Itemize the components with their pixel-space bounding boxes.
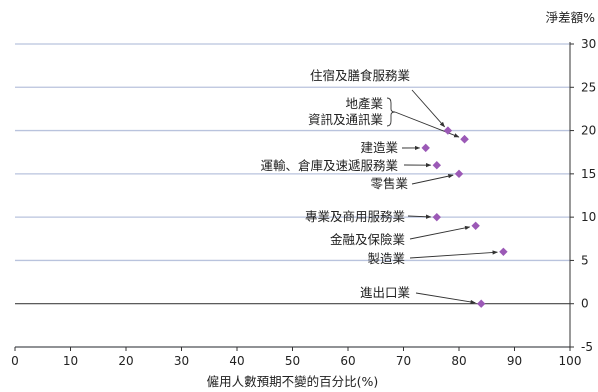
y-tick-label-5: 20 bbox=[581, 124, 596, 138]
axes: -5 0 5 10 15 20 25 30 0 10 20 30 40 50 60 70 80 90 100 僱用人數… bbox=[11, 10, 596, 389]
y-tick-label-0: -5 bbox=[581, 340, 593, 354]
annotation-label-7: 金融及保險業 bbox=[330, 232, 406, 247]
annotation-label-9: 進出口業 bbox=[360, 285, 411, 300]
point-9 bbox=[477, 299, 486, 308]
x-tick-label-1: 10 bbox=[63, 354, 78, 368]
grid-lines bbox=[15, 43, 570, 348]
leader-6 bbox=[407, 214, 432, 219]
y-tick-label-2: 5 bbox=[581, 253, 589, 267]
y-axis-title: 淨差額% bbox=[546, 10, 596, 25]
point-6 bbox=[432, 212, 441, 222]
annotation-label-6: 專業及商用服務業 bbox=[305, 209, 406, 224]
annotation-label-1: 地產業 bbox=[345, 96, 383, 111]
annotation-leaders bbox=[386, 89, 498, 305]
point-3 bbox=[421, 143, 430, 153]
x-tick-label-0: 0 bbox=[11, 354, 19, 368]
x-tick-label-4: 40 bbox=[229, 354, 244, 368]
data-points bbox=[421, 126, 508, 308]
leader-0 bbox=[411, 89, 445, 128]
point-7 bbox=[471, 221, 480, 230]
x-tick-label-3: 30 bbox=[174, 354, 189, 368]
point-5 bbox=[454, 169, 464, 179]
annotation-labels: 住宿及膳食服務業地產業資訊及通訊業建造業運輸、倉庫及速遞服務業零售業專業及商用服… bbox=[260, 68, 410, 300]
leader-9 bbox=[415, 292, 476, 305]
x-tick-label-7: 70 bbox=[396, 354, 411, 368]
leader-7 bbox=[409, 225, 471, 240]
annotation-label-5: 零售業 bbox=[370, 176, 408, 191]
point-0 bbox=[443, 126, 453, 135]
x-tick-label-9: 90 bbox=[507, 354, 522, 368]
leader-5 bbox=[411, 174, 454, 185]
annotation-label-0: 住宿及膳食服務業 bbox=[310, 68, 411, 83]
x-tick-label-10: 100 bbox=[559, 354, 582, 368]
x-tick-label-8: 80 bbox=[451, 354, 466, 368]
annotation-label-3: 建造業 bbox=[360, 140, 398, 155]
leader-8 bbox=[409, 250, 498, 259]
y-tick-label-7: 30 bbox=[581, 37, 596, 51]
point-2 bbox=[460, 135, 469, 144]
annotation-label-2: 資訊及通訊業 bbox=[308, 112, 384, 127]
brace-shared bbox=[386, 97, 396, 127]
y-tick-label-1: 0 bbox=[581, 297, 589, 311]
point-4 bbox=[432, 161, 441, 170]
y-tick-label-6: 25 bbox=[581, 80, 596, 94]
point-8 bbox=[499, 247, 508, 256]
y-tick-label-4: 15 bbox=[581, 167, 596, 181]
annotation-label-4: 運輸、倉庫及速遞服務業 bbox=[260, 158, 398, 173]
x-tick-label-6: 60 bbox=[340, 354, 355, 368]
x-tick-label-2: 20 bbox=[118, 354, 133, 368]
annotation-label-8: 製造業 bbox=[367, 251, 405, 266]
y-tick-label-3: 10 bbox=[581, 210, 596, 224]
x-axis-title: 僱用人數預期不變的百分比(%) bbox=[207, 374, 379, 389]
x-tick-label-5: 50 bbox=[285, 354, 300, 368]
